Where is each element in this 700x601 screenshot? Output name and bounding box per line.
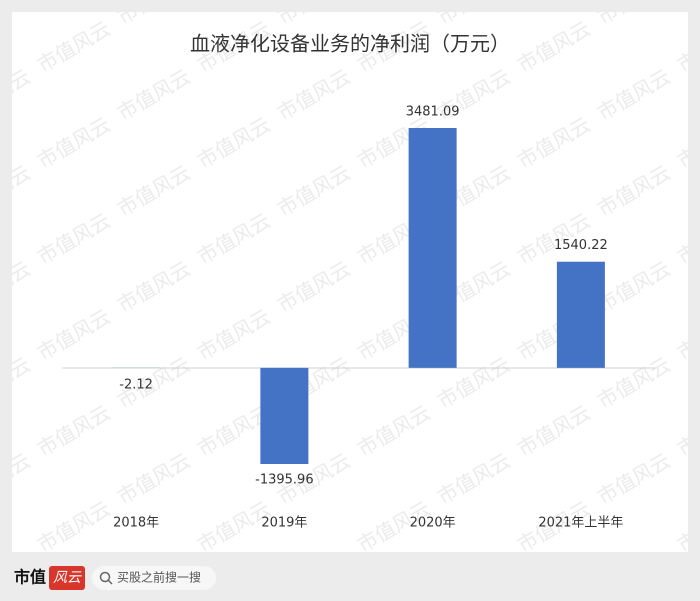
chart-title: 血液净化设备业务的净利润（万元） xyxy=(190,32,510,56)
bar xyxy=(260,367,309,464)
data-label: -2.12 xyxy=(119,377,153,392)
x-tick-label: 2018年 xyxy=(113,516,159,531)
search-icon-handle xyxy=(107,579,113,585)
data-label: 1540.22 xyxy=(554,238,608,253)
data-label: -1395.96 xyxy=(255,473,313,488)
data-label: 3481.09 xyxy=(406,105,460,120)
search-icon xyxy=(99,571,111,583)
logo-mark: 风云 xyxy=(53,570,82,586)
bar xyxy=(556,261,605,368)
logo-text: 市值 xyxy=(14,568,46,587)
logo-mark-bg xyxy=(49,566,85,590)
search-box[interactable] xyxy=(92,566,216,590)
x-tick-label: 2019年 xyxy=(261,516,307,531)
x-tick-label: 2021年上半年 xyxy=(538,516,623,531)
search-placeholder: 买股之前搜一搜 xyxy=(117,570,201,585)
x-tick-label: 2020年 xyxy=(410,516,456,531)
footer: 市值 风云 买股之前搜一搜 xyxy=(14,566,216,590)
bar xyxy=(408,128,457,368)
